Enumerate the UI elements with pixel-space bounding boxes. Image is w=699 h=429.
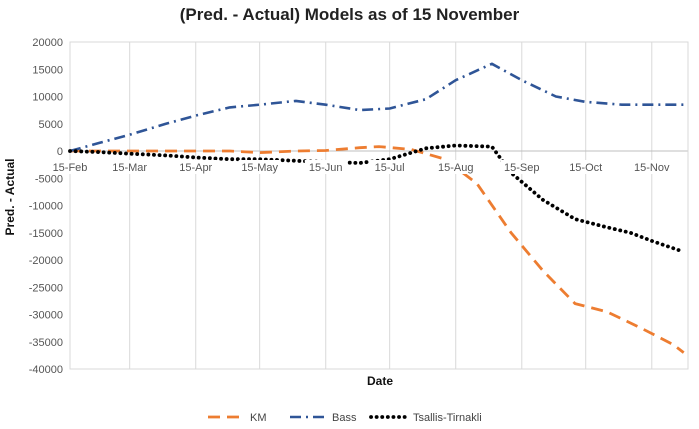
- x-tick-layer: 15-Feb 15-Mar 15-Apr 15-May 15-Jun 15-Jul 15-A…: [49, 160, 673, 174]
- y-tick-label: -5000: [35, 173, 63, 185]
- x-axis-label: Date: [367, 374, 393, 388]
- x-tick-label-bg: [434, 160, 477, 174]
- chart-title: (Pred. - Actual) Models as of 15 Novembe…: [180, 5, 520, 24]
- y-tick-label: 10000: [32, 92, 63, 104]
- y-tick-label: -20000: [29, 255, 63, 267]
- y-tick-label: 0: [57, 146, 63, 158]
- series-line-2: [68, 143, 686, 254]
- y-tick-label: -15000: [29, 228, 63, 240]
- x-tick-label: 15-Jul: [375, 162, 405, 174]
- series-line-0: [70, 145, 685, 354]
- x-tick-label: 15-Mar: [112, 162, 147, 174]
- x-tick-label: 15-Jun: [309, 162, 343, 174]
- x-tick-label: 15-Oct: [569, 162, 602, 174]
- legend-label-1: Bass: [332, 412, 357, 424]
- x-tick-label: 15-Feb: [53, 162, 88, 174]
- x-tick-label-bg: [238, 160, 281, 174]
- x-tick-label: 15-Nov: [634, 162, 670, 174]
- x-tick-label-bg: [49, 160, 91, 174]
- legend-label-0: KM: [250, 412, 267, 424]
- y-tick-label: -40000: [29, 364, 63, 376]
- y-tick-label: 5000: [39, 119, 63, 131]
- y-tick-layer: 20000 15000 10000 5000 0 -5000 -10000 -15000 -20…: [29, 37, 63, 376]
- x-tick-label-bg: [174, 160, 217, 174]
- x-tick-label: 15-May: [241, 162, 278, 174]
- y-tick-label: -30000: [29, 310, 63, 322]
- grid-layer: [69, 41, 689, 370]
- x-tick-label-bg: [500, 160, 543, 174]
- y-tick-label: 15000: [32, 64, 63, 76]
- x-tick-label-bg: [630, 160, 673, 174]
- x-tick-label-bg: [564, 160, 607, 174]
- y-tick-label: -25000: [29, 282, 63, 294]
- x-tick-label-bg: [108, 160, 151, 174]
- legend: KM Bass Tsallis-Tirnakli: [208, 412, 482, 424]
- x-tick-label: 15-Apr: [179, 162, 212, 174]
- x-tick-label: 15-Aug: [438, 162, 473, 174]
- series-line-1: [69, 62, 684, 153]
- y-tick-label: 20000: [32, 37, 63, 49]
- series-layer: [68, 62, 686, 354]
- y-axis-label: Pred. - Actual: [3, 159, 17, 236]
- legend-label-2: Tsallis-Tirnakli: [413, 412, 482, 424]
- y-tick-label: -10000: [29, 201, 63, 213]
- y-tick-label: -35000: [29, 337, 63, 349]
- plot-border: [69, 41, 689, 370]
- x-tick-label: 15-Sep: [504, 162, 539, 174]
- x-tick-label-bg: [368, 160, 411, 174]
- x-tick-label-bg: [304, 160, 347, 174]
